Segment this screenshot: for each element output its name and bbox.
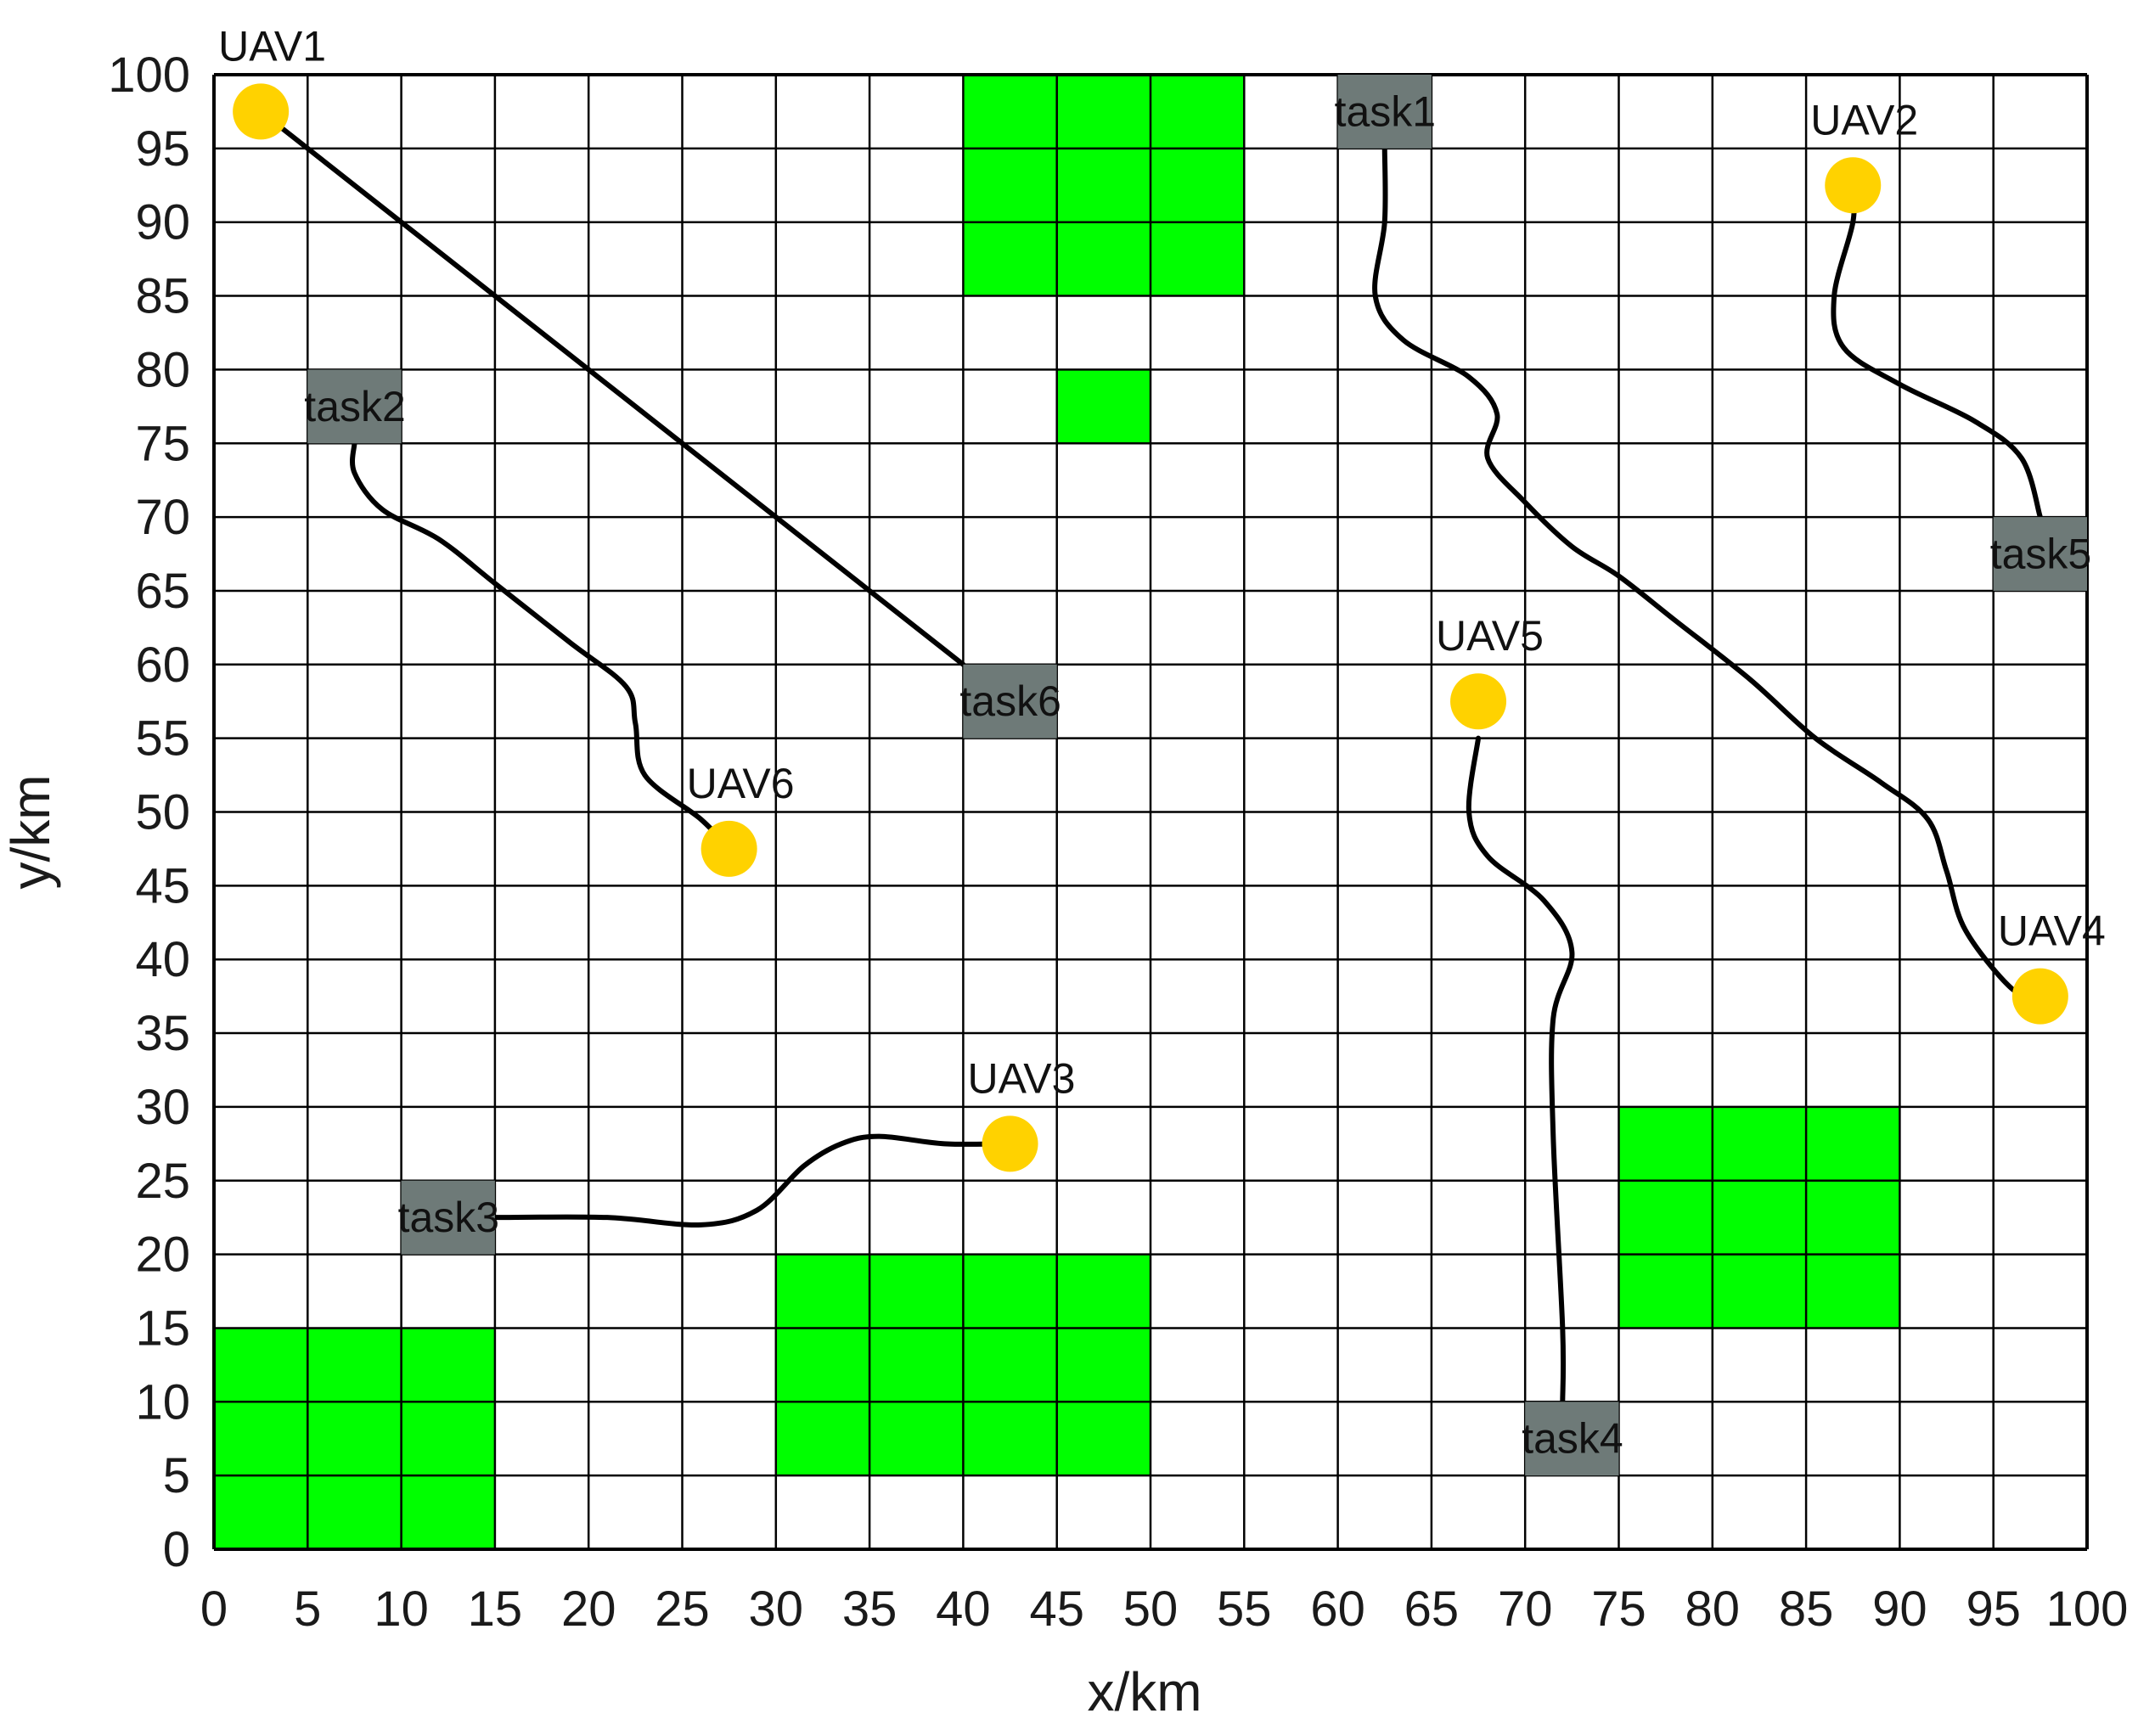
task-cell [307, 369, 402, 444]
uav-layer: UAV1 UAV2 UAV3 UAV4 UAV5 UAV6 [218, 22, 2106, 1172]
task-label: task6 [959, 677, 1061, 725]
x-tick-label: 50 [1123, 1582, 1179, 1637]
y-tick-label: 95 [135, 121, 190, 177]
tick-label-layer: 0 5 10 15 20 25 30 35 40 45 50 55 60 65 70 75 80 85 90 95 10… [108, 48, 2128, 1637]
task-label: task4 [1522, 1415, 1623, 1463]
uav-label: UAV2 [1810, 96, 1918, 143]
uav-marker: UAV6 [687, 760, 795, 877]
x-tick-label: 45 [1029, 1582, 1084, 1637]
uav-label: UAV3 [968, 1054, 1076, 1102]
x-tick-label: 95 [1966, 1582, 2021, 1637]
y-tick-label: 35 [135, 1006, 190, 1061]
x-tick-label: 15 [468, 1582, 523, 1637]
uav-marker: UAV1 [218, 22, 326, 140]
y-tick-label: 30 [135, 1080, 190, 1135]
x-tick-label: 0 [200, 1582, 228, 1637]
uav-path [492, 1133, 1013, 1228]
task-cell [1993, 517, 2087, 591]
x-tick-label: 65 [1404, 1582, 1460, 1637]
y-axis-label: y/km [0, 774, 61, 889]
uav-path [1466, 735, 1575, 1405]
task-label: task1 [1335, 87, 1437, 135]
task-marker [1337, 75, 1432, 149]
path-layer [258, 109, 2043, 1405]
grid-layer [212, 73, 2089, 1551]
x-tick-label: 25 [655, 1582, 710, 1637]
x-tick-label: 75 [1591, 1582, 1646, 1637]
x-tick-label: 35 [842, 1582, 897, 1637]
y-tick-label: 50 [135, 785, 190, 840]
task-cell [1525, 1402, 1619, 1476]
y-tick-label: 85 [135, 269, 190, 324]
x-tick-label: 85 [1779, 1582, 1834, 1637]
uav-marker: UAV3 [968, 1054, 1076, 1172]
x-tick-label: 90 [1872, 1582, 1927, 1637]
uav-path [258, 109, 966, 667]
uav-marker: UAV5 [1436, 612, 1544, 730]
x-tick-label: 80 [1685, 1582, 1741, 1637]
task-marker [1525, 1402, 1619, 1476]
task-label: task3 [398, 1194, 500, 1241]
y-tick-label: 60 [135, 638, 190, 693]
y-tick-label: 75 [135, 416, 190, 471]
y-tick-label: 20 [135, 1228, 190, 1283]
uav-path [1372, 145, 2043, 999]
obstacle-region [214, 1328, 495, 1549]
uav-marker: UAV4 [1998, 907, 2106, 1025]
y-tick-label: 10 [135, 1374, 190, 1430]
task-marker [307, 369, 402, 444]
y-tick-label: 25 [135, 1154, 190, 1209]
uav-label: UAV5 [1436, 612, 1544, 660]
uav-label: UAV6 [687, 760, 795, 807]
uav-path [350, 441, 732, 851]
y-tick-label: 5 [163, 1448, 190, 1503]
x-tick-label: 5 [294, 1582, 321, 1637]
obstacle-region [963, 75, 1245, 296]
x-tick-label: 30 [749, 1582, 804, 1637]
y-tick-label: 100 [108, 48, 190, 103]
uav-point [233, 83, 290, 140]
x-tick-label: 10 [374, 1582, 429, 1637]
task-marker [401, 1180, 495, 1255]
task-cell [963, 664, 1057, 739]
y-tick-label: 70 [135, 490, 190, 545]
y-tick-label: 55 [135, 711, 190, 767]
task-marker [963, 664, 1057, 739]
uav-path [1831, 183, 2043, 520]
uav-label: UAV4 [1998, 907, 2106, 955]
y-tick-label: 40 [135, 932, 190, 987]
x-axis-label: x/km [1087, 1661, 1201, 1722]
task-cell [1337, 75, 1432, 149]
y-tick-label: 0 [163, 1522, 190, 1577]
obstacle-region [1618, 1106, 1900, 1329]
task-label: task5 [1990, 531, 2092, 578]
x-tick-label: 70 [1498, 1582, 1553, 1637]
uav-label: UAV1 [218, 22, 326, 70]
x-tick-label: 60 [1310, 1582, 1365, 1637]
uav-point [1825, 157, 1882, 214]
y-tick-label: 90 [135, 195, 190, 250]
task-label: task2 [304, 383, 406, 430]
uav-point [700, 820, 757, 877]
task-cell [401, 1180, 495, 1255]
x-tick-label: 40 [936, 1582, 991, 1637]
obstacle-region [1056, 369, 1151, 444]
y-tick-label: 45 [135, 858, 190, 913]
x-tick-label: 55 [1217, 1582, 1272, 1637]
task-marker [1993, 517, 2087, 591]
uav-point [2011, 968, 2068, 1025]
y-tick-label: 15 [135, 1301, 190, 1356]
uav-point [1450, 673, 1507, 730]
uav-marker: UAV2 [1810, 96, 1918, 214]
x-tick-label: 20 [561, 1582, 616, 1637]
x-tick-label: 100 [2046, 1582, 2129, 1637]
uav-point [982, 1115, 1038, 1172]
y-tick-label: 80 [135, 342, 190, 397]
y-tick-label: 65 [135, 564, 190, 619]
task-layer: task1 task2 task3 task4 task5 task6 [304, 75, 2092, 1476]
